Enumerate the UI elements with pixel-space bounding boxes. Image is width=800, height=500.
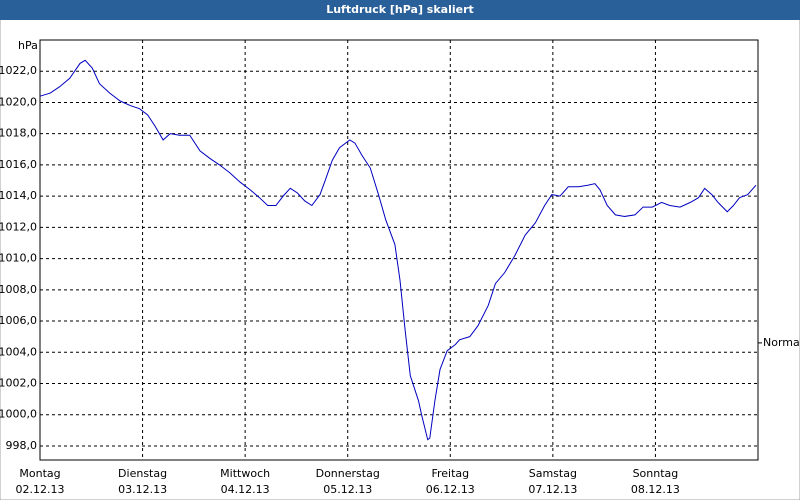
x-tick-sublabel: 07.12.13: [528, 483, 577, 496]
y-tick-label: 1016,0: [0, 158, 37, 171]
x-tick-sublabel: 05.12.13: [323, 483, 372, 496]
y-tick-label: 1006,0: [0, 314, 37, 327]
x-tick-label: Dienstag: [118, 467, 167, 480]
x-tick-sublabel: 06.12.13: [426, 483, 475, 496]
y-tick-label: 1010,0: [0, 252, 37, 265]
x-tick-label: Donnerstag: [316, 467, 380, 480]
title-bar: [0, 0, 800, 20]
y-tick-label: 1012,0: [0, 220, 37, 233]
x-tick-sublabel: 03.12.13: [118, 483, 167, 496]
y-tick-label: 1008,0: [0, 283, 37, 296]
x-tick-label: Samstag: [529, 467, 577, 480]
x-tick-sublabel: 08.12.13: [631, 483, 680, 496]
y-tick-label: 1022,0: [0, 64, 37, 77]
x-tick-sublabel: 04.12.13: [221, 483, 270, 496]
y-tick-label: 1000,0: [0, 408, 37, 421]
x-tick-label: Freitag: [431, 467, 469, 480]
x-tick-label: Mittwoch: [220, 467, 270, 480]
y-tick-label: 1002,0: [0, 376, 37, 389]
x-tick-sublabel: 02.12.13: [16, 483, 65, 496]
x-tick-label: Montag: [19, 467, 60, 480]
plot-area: [39, 39, 759, 461]
y-tick-label: 1020,0: [0, 95, 37, 108]
y-tick-label: 1014,0: [0, 189, 37, 202]
x-tick-label: Sonntag: [633, 467, 679, 480]
pressure-line: [39, 59, 757, 441]
reference-label: Normal: [763, 336, 800, 349]
y-unit: hPa: [18, 39, 38, 52]
y-tick-label: 1018,0: [0, 127, 37, 140]
y-tick-label: 1004,0: [0, 345, 37, 358]
chart-title: Luftdruck [hPa] skaliert: [326, 3, 474, 16]
y-tick-label: 998,0: [6, 439, 38, 452]
